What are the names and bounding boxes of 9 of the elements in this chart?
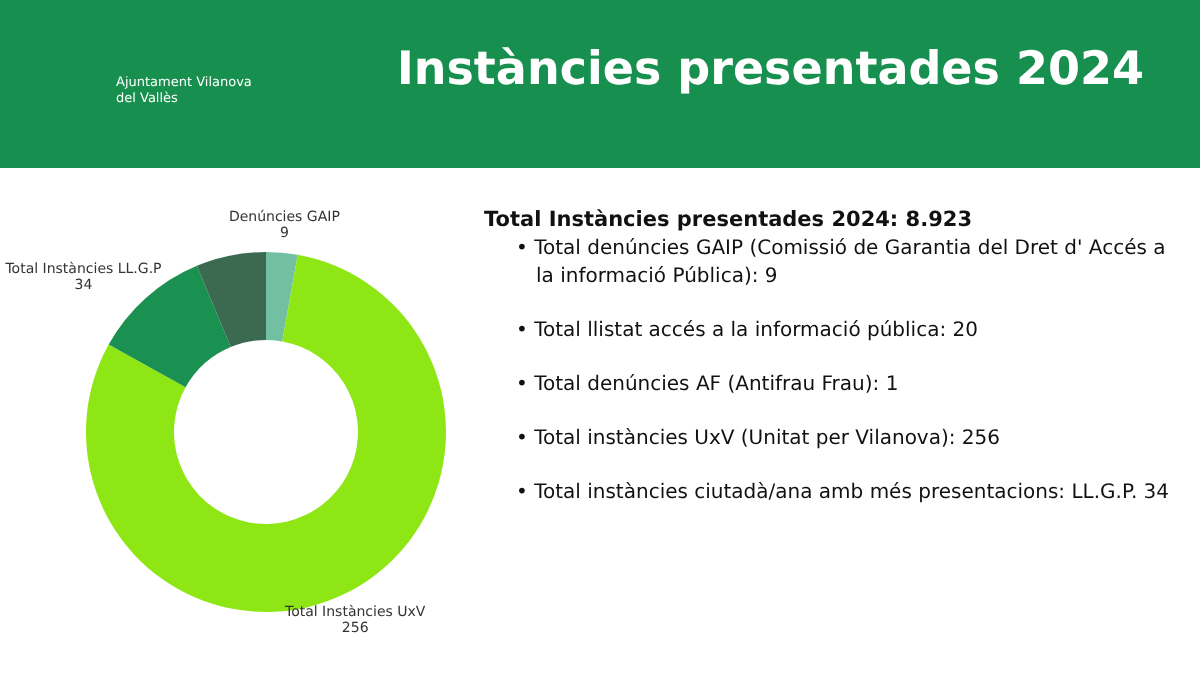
text: Total Instàncies presentades 2024: 8.923: [484, 208, 975, 232]
text: • Total instàncies ciutadà/ana amb més presentacions: LL.G.P. 34: [516, 480, 1172, 508]
text: • Total denúncies GAIP (Comissió de Garantia del Dret d' Accés a la informació Pública): 9: [516, 236, 1168, 292]
donut-slice: [196, 252, 266, 348]
text: • Total llistat accés a la informació pública: 20: [516, 318, 980, 346]
donut-slice: [266, 252, 298, 342]
text: • Total instàncies UxV (Unitat per Vilanova): 256: [516, 426, 1003, 454]
text: • Total denúncies AF (Antifrau Frau): 1: [516, 372, 901, 400]
text: Instàncies presentades 2024: [396, 44, 1144, 96]
